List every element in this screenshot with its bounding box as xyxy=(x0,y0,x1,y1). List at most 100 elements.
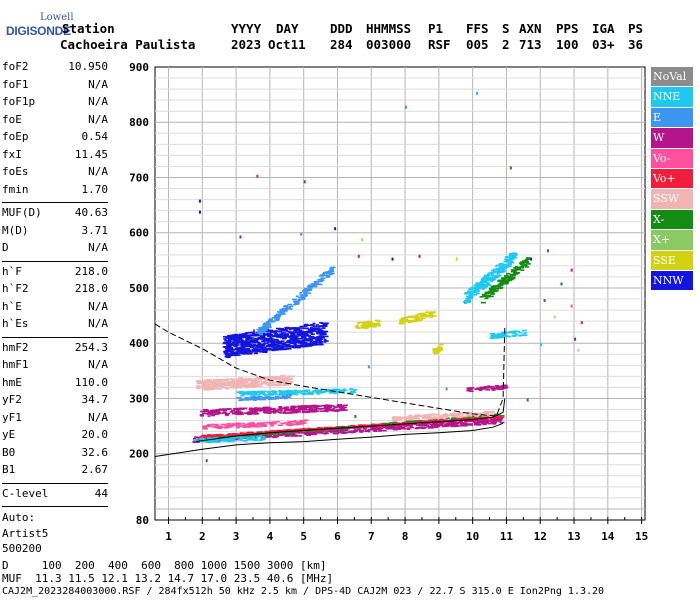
echo-mark xyxy=(489,333,494,335)
x-tick-label: 15 xyxy=(635,530,648,543)
echo-mark xyxy=(479,296,484,298)
echo-mark xyxy=(400,322,404,324)
echo-mark xyxy=(224,347,228,350)
echo-mark xyxy=(494,270,499,273)
echo-mark xyxy=(304,293,308,296)
echo-mark xyxy=(500,283,504,286)
echo-mark xyxy=(248,337,254,339)
echo-mark xyxy=(240,349,245,352)
echo-mark xyxy=(279,328,285,330)
echo-mark xyxy=(224,387,229,390)
echo-mark xyxy=(234,348,239,351)
hdr-p1-value: RSF xyxy=(428,37,451,52)
echo-mark xyxy=(221,386,225,388)
echo-mark xyxy=(222,383,228,386)
echo-mark xyxy=(233,337,238,339)
echo-mark xyxy=(255,435,260,438)
legend-item-nnw: NNW xyxy=(651,270,693,292)
echo-mark xyxy=(499,388,504,390)
echo-mark xyxy=(419,314,423,316)
echo-mark xyxy=(402,317,407,320)
echo-mark xyxy=(284,409,290,412)
echo-mark xyxy=(225,414,229,417)
echo-mark xyxy=(279,434,284,436)
echo-mark xyxy=(258,349,264,351)
echo-point xyxy=(205,459,208,463)
echo-mark xyxy=(336,391,341,394)
echo-mark xyxy=(361,326,365,329)
echo-mark xyxy=(265,406,271,409)
echo-mark xyxy=(451,414,456,417)
echo-mark xyxy=(292,346,297,349)
hdr-s-label: S xyxy=(502,21,510,36)
echo-mark xyxy=(485,388,489,391)
echo-mark xyxy=(294,431,298,433)
echo-mark xyxy=(262,329,268,332)
echo-mark xyxy=(247,352,253,355)
echo-mark xyxy=(253,343,257,346)
echo-mark xyxy=(296,409,301,411)
echo-mark xyxy=(290,420,296,423)
echo-mark xyxy=(266,326,272,328)
echo-mark xyxy=(316,432,322,434)
echo-mark xyxy=(450,425,455,428)
echo-mark xyxy=(310,410,315,413)
echo-mark xyxy=(262,323,267,326)
hdr-iga-value: 03+ xyxy=(592,37,615,52)
echo-mark xyxy=(412,420,417,423)
echo-mark xyxy=(329,273,334,276)
echo-mark xyxy=(238,377,243,379)
echo-mark xyxy=(426,424,430,427)
echo-mark xyxy=(320,336,325,339)
echo-mark xyxy=(275,349,280,351)
echo-mark xyxy=(402,423,408,426)
echo-mark xyxy=(288,380,292,382)
echo-mark xyxy=(480,418,484,421)
echo-mark xyxy=(239,338,244,341)
echo-mark xyxy=(196,387,201,390)
echo-mark xyxy=(254,341,259,343)
echo-mark xyxy=(436,420,440,422)
echo-mark xyxy=(237,425,242,427)
echo-mark xyxy=(356,327,360,329)
echo-mark xyxy=(272,433,277,436)
echo-mark xyxy=(365,324,370,327)
echo-mark xyxy=(283,337,287,339)
echo-mark xyxy=(470,291,474,294)
echo-mark xyxy=(276,429,282,432)
echo-mark xyxy=(269,435,274,438)
echo-mark xyxy=(279,348,284,350)
echo-mark xyxy=(245,352,250,355)
echo-mark xyxy=(411,319,416,322)
echo-mark xyxy=(306,409,312,411)
echo-mark xyxy=(248,350,252,353)
echo-mark xyxy=(478,287,482,290)
echo-mark xyxy=(279,308,283,311)
echo-mark xyxy=(249,339,254,342)
echo-mark xyxy=(284,396,290,398)
echo-mark xyxy=(322,273,326,275)
echo-mark xyxy=(223,338,227,340)
echo-mark xyxy=(291,405,295,408)
echo-mark xyxy=(464,422,468,425)
echo-mark xyxy=(496,267,501,270)
echo-mark xyxy=(370,324,376,327)
echo-mark xyxy=(283,407,289,410)
param-row: h`F 218.0 xyxy=(2,265,108,283)
echo-mark xyxy=(508,259,512,261)
echo-mark xyxy=(219,384,224,386)
echo-mark xyxy=(492,334,497,336)
echo-mark xyxy=(367,320,373,323)
echo-mark xyxy=(481,278,486,280)
echo-mark xyxy=(318,275,324,277)
echo-mark xyxy=(245,339,250,341)
echo-mark xyxy=(216,388,222,390)
echo-mark xyxy=(252,395,256,398)
echo-mark xyxy=(336,429,341,431)
echo-mark xyxy=(487,411,493,413)
echo-mark xyxy=(232,386,237,389)
echo-mark xyxy=(510,270,514,273)
echo-mark xyxy=(493,277,497,280)
hdr-ddd-value: 284 xyxy=(330,37,353,52)
echo-mark xyxy=(288,394,292,397)
